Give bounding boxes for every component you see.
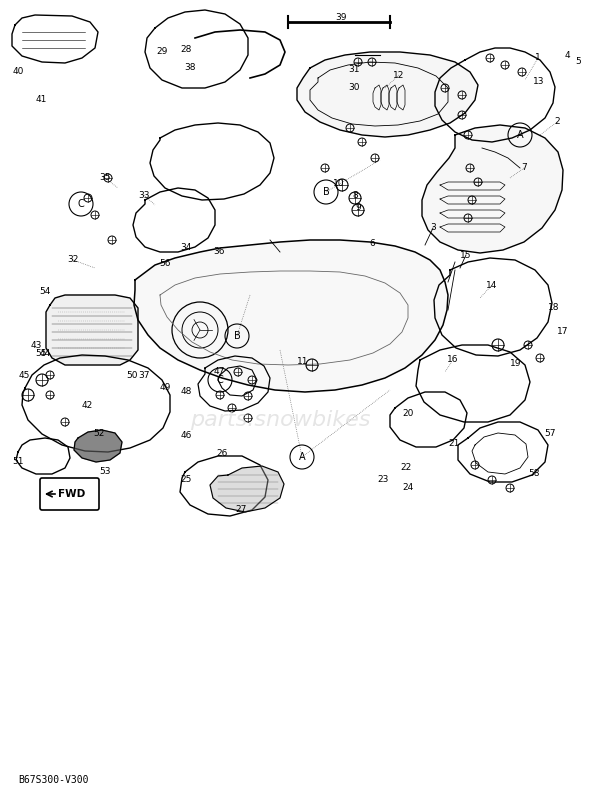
Text: 5: 5 [575, 58, 581, 66]
Text: 16: 16 [447, 355, 459, 365]
Text: FWD: FWD [58, 489, 86, 499]
Text: 3: 3 [430, 223, 436, 233]
Text: C: C [217, 375, 223, 385]
Text: 12: 12 [393, 70, 405, 79]
Text: C: C [77, 199, 84, 209]
Text: 41: 41 [35, 95, 46, 105]
Text: 33: 33 [138, 190, 150, 199]
Text: 47: 47 [214, 366, 225, 375]
Text: B: B [234, 331, 240, 341]
Text: 19: 19 [511, 358, 522, 367]
Text: 15: 15 [461, 250, 472, 259]
Text: 36: 36 [213, 247, 225, 257]
Text: 40: 40 [12, 67, 24, 77]
Polygon shape [210, 466, 284, 512]
Text: 53: 53 [99, 467, 111, 477]
Text: 38: 38 [184, 62, 196, 71]
Text: 46: 46 [180, 431, 192, 441]
Text: 13: 13 [533, 78, 545, 86]
Text: 57: 57 [544, 429, 556, 438]
Text: 21: 21 [448, 439, 460, 449]
Text: 1: 1 [535, 54, 541, 62]
Text: 48: 48 [180, 387, 192, 397]
Text: 32: 32 [67, 255, 79, 265]
Text: 23: 23 [377, 475, 389, 485]
Text: 2: 2 [554, 118, 560, 126]
Text: 27: 27 [235, 506, 247, 514]
Text: 58: 58 [528, 470, 540, 478]
Text: 10: 10 [333, 178, 345, 187]
Text: 25: 25 [180, 474, 192, 483]
Text: 7: 7 [521, 163, 527, 173]
Text: 44: 44 [39, 350, 51, 358]
Text: B67S300-V300: B67S300-V300 [18, 775, 89, 785]
Text: 39: 39 [335, 14, 347, 22]
Text: 6: 6 [369, 238, 375, 247]
Text: 4: 4 [564, 50, 570, 59]
Text: parts.snowbikes: parts.snowbikes [190, 410, 370, 430]
Polygon shape [297, 52, 478, 137]
Polygon shape [74, 430, 122, 462]
Text: 35: 35 [99, 174, 111, 182]
Text: 31: 31 [348, 66, 360, 74]
FancyBboxPatch shape [40, 478, 99, 510]
Text: 26: 26 [217, 450, 228, 458]
Polygon shape [46, 295, 138, 365]
Text: 17: 17 [558, 326, 569, 335]
Text: 20: 20 [402, 409, 414, 418]
Text: 52: 52 [93, 430, 105, 438]
Text: 50: 50 [126, 371, 138, 381]
Text: 8: 8 [352, 191, 358, 201]
Text: 51: 51 [12, 458, 24, 466]
Text: 55: 55 [35, 350, 47, 358]
Text: B: B [322, 187, 330, 197]
Text: 42: 42 [82, 401, 93, 410]
Text: 54: 54 [39, 286, 51, 295]
Text: 14: 14 [486, 281, 497, 290]
Text: 37: 37 [138, 370, 150, 379]
Text: 49: 49 [159, 383, 171, 393]
Text: 29: 29 [156, 47, 168, 57]
Text: 22: 22 [400, 462, 412, 471]
Text: A: A [516, 130, 524, 140]
Polygon shape [134, 240, 448, 392]
Text: 24: 24 [402, 483, 414, 493]
Text: 28: 28 [180, 45, 192, 54]
Text: 11: 11 [298, 357, 309, 366]
Text: A: A [299, 452, 305, 462]
Text: 18: 18 [548, 303, 560, 313]
Text: 9: 9 [355, 202, 361, 211]
Text: 34: 34 [180, 243, 192, 253]
Text: 30: 30 [348, 83, 360, 93]
Text: 45: 45 [18, 371, 30, 381]
Polygon shape [422, 125, 563, 253]
Text: 56: 56 [159, 259, 171, 269]
Text: 43: 43 [30, 342, 42, 350]
